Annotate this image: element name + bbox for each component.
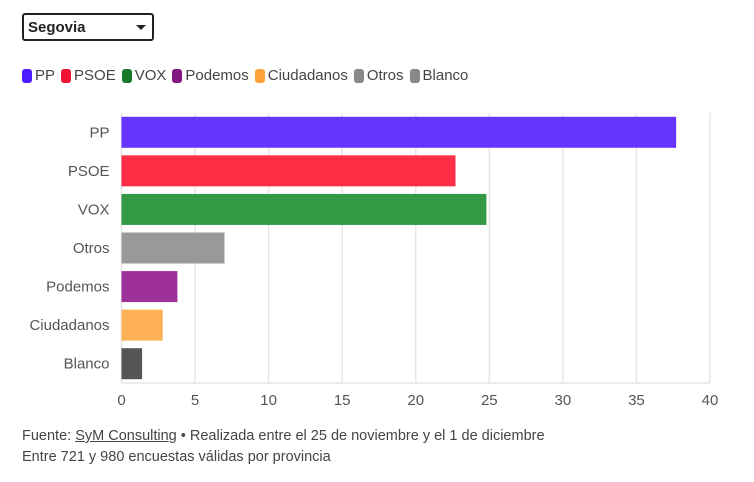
category-label: PSOE (68, 163, 110, 180)
source-label: Fuente: (22, 428, 76, 444)
category-label: Otros (73, 240, 110, 257)
legend: PP PSOE VOX Podemos Ciudadanos Otros Blanco (22, 67, 468, 84)
footer-line-2: Entre 721 y 980 encuestas válidas por pr… (22, 449, 331, 465)
bar-otros (121, 232, 225, 264)
bar-vox (121, 193, 487, 225)
bar-podemos (121, 271, 178, 303)
x-tick-label: 5 (191, 392, 199, 409)
legend-item-vox[interactable]: VOX (121, 67, 167, 84)
legend-label: PSOE (74, 67, 116, 84)
x-tick-label: 20 (407, 392, 424, 409)
legend-label: Blanco (422, 67, 469, 84)
source-link[interactable]: SyM Consulting (75, 428, 177, 444)
legend-swatch (409, 68, 420, 83)
province-select-value: Segovia (28, 18, 86, 36)
legend-swatch (172, 68, 183, 83)
province-select[interactable]: Segovia (22, 13, 154, 41)
legend-item-podemos[interactable]: Podemos (172, 67, 249, 84)
category-label: Podemos (46, 279, 109, 296)
legend-item-psoe[interactable]: PSOE (61, 67, 116, 84)
x-tick-label: 15 (334, 392, 351, 409)
legend-item-blanco[interactable]: Blanco (409, 67, 469, 84)
chevron-down-icon (136, 25, 146, 30)
x-tick-label: 10 (260, 392, 277, 409)
legend-label: PP (35, 67, 56, 84)
bar-blanco (121, 348, 143, 380)
legend-label: Ciudadanos (267, 67, 348, 84)
bar-chart: 0 5 10 15 20 25 30 35 40 PP PSOE VOX Otros Podemos Ciu… (29, 113, 719, 409)
legend-label: Podemos (185, 67, 249, 84)
category-label: Ciudadanos (29, 317, 109, 334)
legend-swatch (254, 68, 265, 83)
x-tick-label: 30 (555, 392, 572, 409)
legend-item-otros[interactable]: Otros (353, 67, 404, 84)
bar-ciudadanos (121, 309, 163, 341)
footer-line-1: Fuente: SyM Consulting • Realizada entre… (22, 426, 545, 447)
x-tick-label: 0 (117, 392, 125, 409)
x-tick-label: 25 (481, 392, 498, 409)
category-label: Blanco (64, 356, 110, 373)
legend-item-pp[interactable]: PP (22, 67, 55, 84)
category-label: VOX (78, 201, 110, 218)
chart-footer: Fuente: SyM Consulting • Realizada entre… (22, 426, 545, 468)
legend-label: VOX (134, 67, 167, 84)
legend-swatch (22, 68, 32, 83)
x-tick-label: 35 (628, 392, 645, 409)
bar-psoe (121, 155, 456, 187)
legend-swatch (353, 68, 364, 83)
legend-label: Otros (366, 67, 404, 84)
bar-pp (121, 116, 677, 148)
legend-item-ciudadanos[interactable]: Ciudadanos (254, 67, 348, 84)
x-tick-label: 40 (702, 392, 719, 409)
legend-swatch (121, 68, 132, 83)
category-label: PP (89, 124, 109, 141)
survey-dates: • Realizada entre el 25 de noviembre y e… (176, 428, 545, 444)
legend-swatch (61, 68, 72, 83)
